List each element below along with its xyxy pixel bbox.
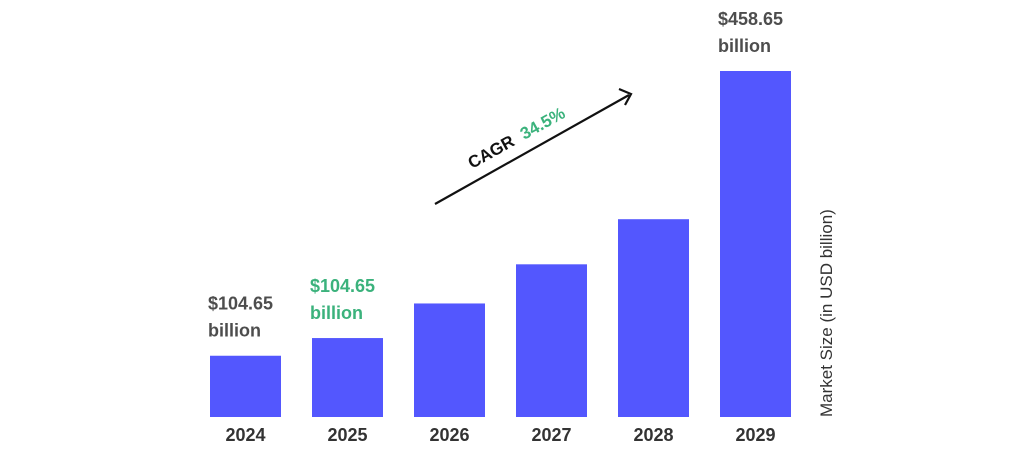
bar-2026 — [414, 303, 485, 417]
data-label-unit-2024: billion — [208, 321, 261, 341]
cagr-prefix: CAGR — [465, 132, 518, 173]
x-tick-2024: 2024 — [225, 425, 265, 445]
x-tick-2029: 2029 — [735, 425, 775, 445]
data-label-value-2024: $104.65 — [208, 294, 273, 314]
data-labels-layer: $104.65 billion $104.65 billion $458.65 billi… — [208, 9, 783, 341]
x-tick-labels: 2024 2025 2026 2027 2028 2029 — [225, 425, 775, 445]
bar-2025 — [312, 338, 383, 417]
data-label-unit-2025: billion — [310, 303, 363, 323]
bar-2028 — [618, 219, 689, 417]
x-tick-2027: 2027 — [531, 425, 571, 445]
bars-layer — [210, 71, 791, 417]
data-label-value-2029: $458.65 — [718, 9, 783, 29]
x-tick-2025: 2025 — [327, 425, 367, 445]
cagr-arrow-line — [434, 94, 630, 205]
data-label-unit-2029: billion — [718, 36, 771, 56]
bar-2027 — [516, 264, 587, 417]
data-label-value-2025: $104.65 — [310, 276, 375, 296]
bar-2029 — [720, 71, 791, 417]
y-axis-label: Market Size (in USD billion) — [817, 209, 836, 417]
x-tick-2028: 2028 — [633, 425, 673, 445]
cagr-value: 34.5% — [517, 104, 568, 144]
cagr-annotation: CAGR 34.5% — [434, 87, 633, 205]
x-tick-2026: 2026 — [429, 425, 469, 445]
bar-2024 — [210, 355, 281, 417]
cagr-arrow-head-icon — [618, 87, 633, 106]
